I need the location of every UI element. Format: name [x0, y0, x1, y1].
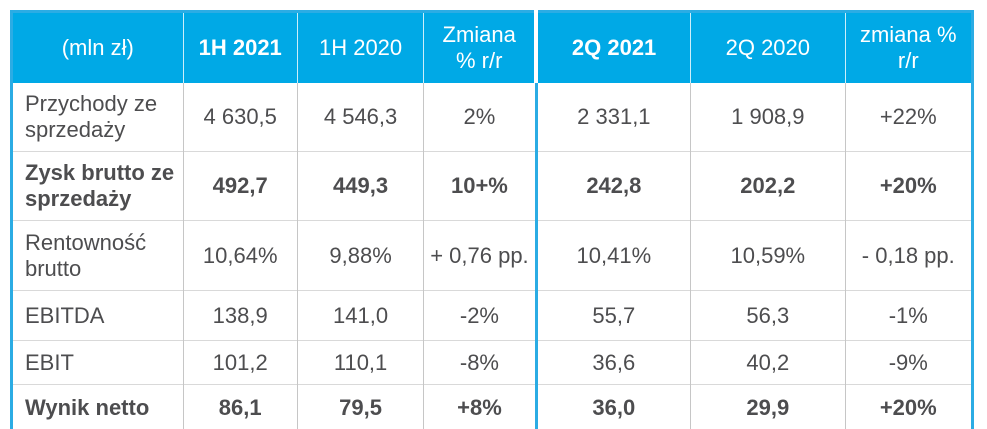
cell-zysk-brutto-ze-sprzedazy-zmiana-hy: 10+%: [423, 151, 538, 221]
cell-ebitda-2q-2020: 56,3: [690, 290, 846, 341]
cell-ebit-2q-2021: 36,6: [536, 340, 692, 385]
cell-rentownosc-brutto-zmiana-hy: + 0,76 pp.: [423, 220, 538, 291]
cell-wynik-netto-1h-2021: 86,1: [183, 384, 298, 429]
cell-przychody-ze-sprzedazy-zmiana-hy: 2%: [423, 83, 538, 152]
table-row-rentownosc-brutto: Rentowność brutto 10,64% 9,88% + 0,76 pp. 10…: [11, 220, 973, 291]
cell-rentownosc-brutto-1h-2021: 10,64%: [183, 220, 298, 291]
column-header-zmiana-q: zmiana % r/r: [845, 11, 973, 83]
header-row: (mln zł) 1H 2021 1H 2020 Zmiana % r/r 2Q 202…: [11, 11, 973, 83]
row-label-zysk-brutto-ze-sprzedazy: Zysk brutto ze sprzedaży: [11, 151, 184, 221]
cell-wynik-netto-2q-2021: 36,0: [536, 384, 692, 429]
cell-zysk-brutto-ze-sprzedazy-2q-2021: 242,8: [536, 151, 692, 221]
cell-rentownosc-brutto-zmiana-q: - 0,18 pp.: [845, 220, 973, 291]
cell-przychody-ze-sprzedazy-2q-2021: 2 331,1: [536, 83, 692, 152]
cell-ebitda-2q-2021: 55,7: [536, 290, 692, 341]
cell-ebitda-zmiana-hy: -2%: [423, 290, 538, 341]
cell-rentownosc-brutto-2q-2020: 10,59%: [690, 220, 846, 291]
cell-ebitda-1h-2021: 138,9: [183, 290, 298, 341]
row-label-rentownosc-brutto: Rentowność brutto: [11, 220, 184, 291]
cell-ebit-zmiana-hy: -8%: [423, 340, 538, 385]
table-row-wynik-netto: Wynik netto 86,1 79,5 +8% 36,0 29,9 +20%: [11, 384, 973, 429]
financial-results-table: (mln zł) 1H 2021 1H 2020 Zmiana % r/r 2Q 202…: [10, 10, 974, 429]
table-row-zysk-brutto-ze-sprzedazy: Zysk brutto ze sprzedaży 492,7 449,3 10+% 24…: [11, 151, 973, 221]
cell-zysk-brutto-ze-sprzedazy-1h-2020: 449,3: [297, 151, 425, 221]
column-header-2q-2020: 2Q 2020: [690, 11, 846, 83]
cell-przychody-ze-sprzedazy-1h-2020: 4 546,3: [297, 83, 425, 152]
cell-ebit-zmiana-q: -9%: [845, 340, 973, 385]
table-row-ebitda: EBITDA 138,9 141,0 -2% 55,7 56,3 -1%: [11, 290, 973, 341]
cell-rentownosc-brutto-1h-2020: 9,88%: [297, 220, 425, 291]
row-label-wynik-netto: Wynik netto: [11, 384, 184, 429]
cell-wynik-netto-zmiana-hy: +8%: [423, 384, 538, 429]
column-header-zmiana-hy: Zmiana % r/r: [423, 11, 539, 83]
column-header-2q-2021: 2Q 2021: [536, 11, 692, 83]
column-header-mln-zl: (mln zł): [11, 11, 184, 83]
cell-ebit-1h-2020: 110,1: [297, 340, 425, 385]
cell-wynik-netto-zmiana-q: +20%: [845, 384, 973, 429]
cell-zysk-brutto-ze-sprzedazy-1h-2021: 492,7: [183, 151, 298, 221]
cell-ebit-2q-2020: 40,2: [690, 340, 846, 385]
cell-zysk-brutto-ze-sprzedazy-zmiana-q: +20%: [845, 151, 973, 221]
cell-zysk-brutto-ze-sprzedazy-2q-2020: 202,2: [690, 151, 846, 221]
cell-ebitda-zmiana-q: -1%: [845, 290, 973, 341]
cell-przychody-ze-sprzedazy-2q-2020: 1 908,9: [690, 83, 846, 152]
cell-przychody-ze-sprzedazy-1h-2021: 4 630,5: [183, 83, 298, 152]
table-row-przychody-ze-sprzedazy: Przychody ze sprzedaży 4 630,5 4 546,3 2% 2 …: [11, 83, 973, 152]
column-header-1h-2020: 1H 2020: [297, 11, 425, 83]
column-header-1h-2021: 1H 2021: [183, 11, 298, 83]
row-label-ebit: EBIT: [11, 340, 184, 385]
cell-ebit-1h-2021: 101,2: [183, 340, 298, 385]
cell-ebitda-1h-2020: 141,0: [297, 290, 425, 341]
cell-wynik-netto-1h-2020: 79,5: [297, 384, 425, 429]
row-label-ebitda: EBITDA: [11, 290, 184, 341]
cell-rentownosc-brutto-2q-2021: 10,41%: [536, 220, 692, 291]
cell-przychody-ze-sprzedazy-zmiana-q: +22%: [879, 104, 937, 129]
table-row-ebit: EBIT 101,2 110,1 -8% 36,6 40,2 -9%: [11, 340, 973, 385]
cell-wynik-netto-2q-2020: 29,9: [690, 384, 846, 429]
row-label-przychody-ze-sprzedazy: Przychody ze sprzedaży: [11, 83, 184, 152]
